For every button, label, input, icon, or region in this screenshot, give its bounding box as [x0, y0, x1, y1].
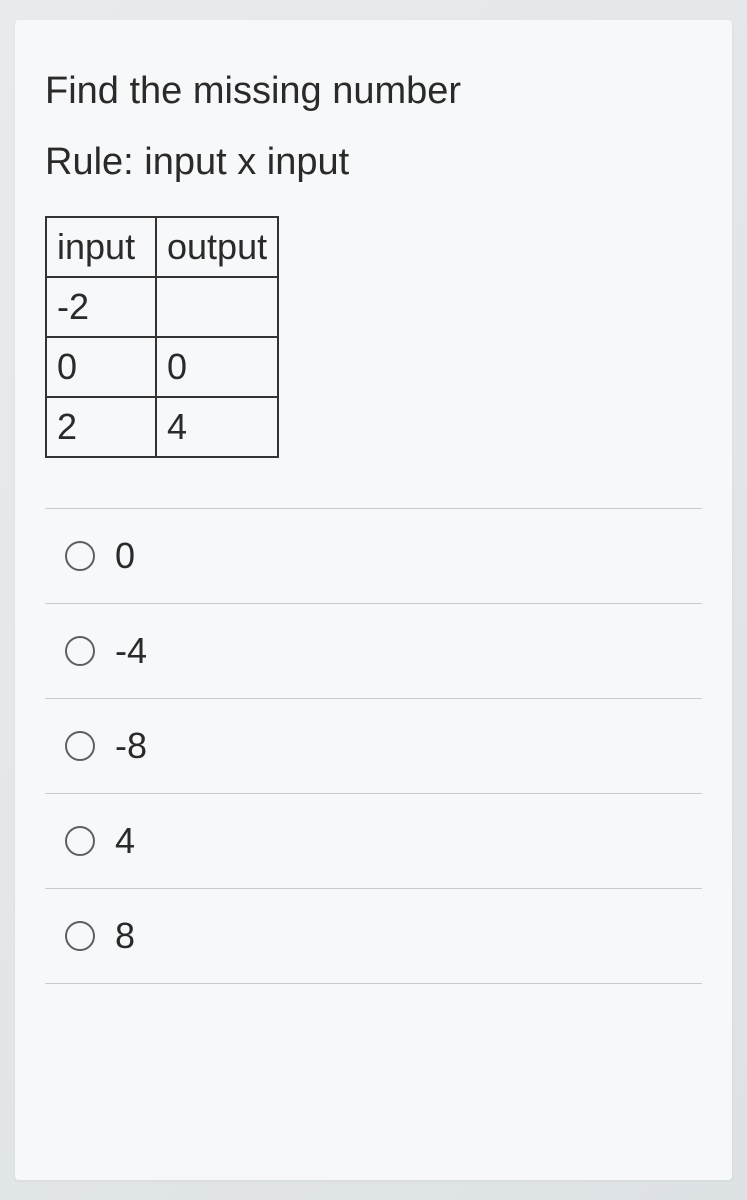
option-row[interactable]: -8 — [45, 699, 702, 794]
cell-output — [156, 277, 278, 337]
cell-input: 0 — [46, 337, 156, 397]
table-row: 0 0 — [46, 337, 278, 397]
question-title: Find the missing number — [45, 70, 702, 113]
cell-input: -2 — [46, 277, 156, 337]
option-row[interactable]: 0 — [45, 509, 702, 604]
rule-text: Rule: input x input — [45, 141, 702, 184]
radio-icon[interactable] — [65, 826, 95, 856]
option-row[interactable]: 4 — [45, 794, 702, 889]
header-input: input — [46, 217, 156, 277]
cell-input: 2 — [46, 397, 156, 457]
input-output-table: input output -2 0 0 2 4 — [45, 216, 279, 458]
option-label: 4 — [115, 820, 135, 862]
option-label: -8 — [115, 725, 147, 767]
table-row: -2 — [46, 277, 278, 337]
option-label: 8 — [115, 915, 135, 957]
question-card: Find the missing number Rule: input x in… — [15, 20, 732, 1180]
radio-icon[interactable] — [65, 921, 95, 951]
cell-output: 4 — [156, 397, 278, 457]
option-label: 0 — [115, 535, 135, 577]
radio-icon[interactable] — [65, 636, 95, 666]
answer-options: 0 -4 -8 4 8 — [45, 508, 702, 984]
cell-output: 0 — [156, 337, 278, 397]
radio-icon[interactable] — [65, 731, 95, 761]
table-row: 2 4 — [46, 397, 278, 457]
table-header-row: input output — [46, 217, 278, 277]
option-row[interactable]: -4 — [45, 604, 702, 699]
radio-icon[interactable] — [65, 541, 95, 571]
header-output: output — [156, 217, 278, 277]
option-row[interactable]: 8 — [45, 889, 702, 984]
option-label: -4 — [115, 630, 147, 672]
